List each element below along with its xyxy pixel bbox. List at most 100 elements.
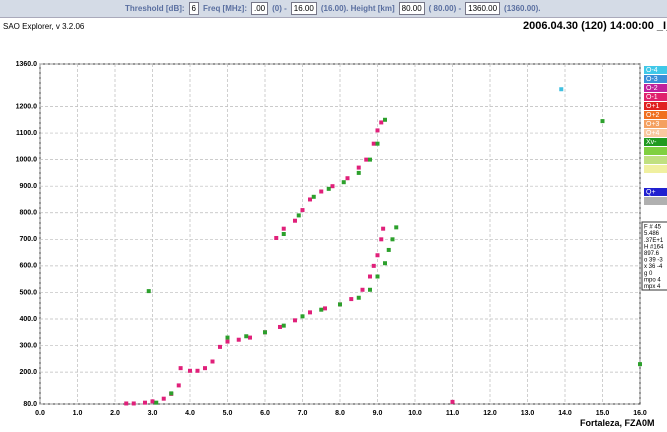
echo-point bbox=[326, 186, 331, 191]
info-line: o 39 -3 bbox=[644, 258, 663, 264]
echo-point bbox=[383, 261, 387, 266]
echo-point bbox=[225, 335, 230, 340]
x-tick-label: 11.0 bbox=[446, 410, 459, 417]
echo-point bbox=[300, 208, 305, 213]
x-tick-label: 0.0 bbox=[35, 410, 45, 417]
x-tick-label: 14.0 bbox=[558, 410, 572, 417]
echo-point bbox=[600, 119, 605, 124]
legend-swatch bbox=[644, 138, 667, 146]
legend-label: Xv- bbox=[646, 139, 657, 146]
y-tick-label: 300.0 bbox=[19, 342, 37, 349]
y-tick-label: 200.0 bbox=[19, 369, 37, 376]
input[interactable]: 80.00 bbox=[398, 2, 425, 15]
legend-swatch bbox=[644, 66, 667, 74]
x-tick-label: 4.0 bbox=[185, 410, 195, 417]
echo-point bbox=[559, 87, 564, 92]
echo-point bbox=[244, 334, 249, 339]
echo-point bbox=[188, 368, 192, 373]
legend-label: O+1 bbox=[646, 103, 660, 110]
echo-point bbox=[371, 263, 376, 268]
echo-point bbox=[364, 157, 369, 162]
label: Threshold [dB]: bbox=[125, 4, 185, 13]
echo-point bbox=[390, 237, 395, 242]
info-line: x 36 -4 bbox=[644, 264, 663, 270]
echo-point bbox=[195, 368, 200, 373]
legend-label: O+2 bbox=[646, 112, 660, 119]
label: Freq [MHz]: bbox=[203, 4, 247, 13]
legend-label: O-2 bbox=[646, 85, 658, 92]
legend-label: O+4 bbox=[646, 130, 660, 137]
legend-swatch bbox=[644, 93, 667, 101]
echo-point bbox=[263, 330, 267, 335]
label: ( 80.00) - bbox=[428, 4, 462, 13]
echo-point bbox=[293, 318, 297, 323]
input[interactable]: 1360.00 bbox=[465, 2, 501, 15]
echo-point bbox=[386, 247, 391, 252]
echo-point bbox=[379, 237, 384, 242]
echo-point bbox=[345, 176, 350, 181]
legend-swatch bbox=[644, 188, 667, 196]
echo-point bbox=[293, 218, 297, 223]
echo-point bbox=[323, 306, 327, 311]
echo-point bbox=[210, 359, 215, 364]
y-tick-label: 1200.0 bbox=[16, 103, 38, 110]
legend-swatch bbox=[644, 102, 667, 110]
echo-point bbox=[349, 297, 354, 302]
echo-point bbox=[203, 366, 207, 371]
echo-point bbox=[278, 324, 282, 329]
echo-point bbox=[375, 253, 380, 258]
y-tick-label: 700.0 bbox=[19, 236, 37, 243]
echo-point bbox=[375, 274, 380, 279]
y-tick-label: 400.0 bbox=[19, 316, 37, 323]
legend-swatch bbox=[644, 165, 667, 173]
x-tick-label: 7.0 bbox=[298, 410, 308, 417]
legend-swatch bbox=[644, 129, 667, 137]
label: (1360.00). bbox=[504, 4, 541, 13]
input[interactable]: 6 bbox=[188, 2, 199, 15]
info-line: g 0 bbox=[644, 271, 653, 277]
legend-label: O+3 bbox=[646, 121, 660, 128]
echo-point bbox=[311, 194, 316, 199]
echo-point bbox=[176, 383, 181, 388]
echo-point bbox=[356, 165, 361, 170]
echo-point bbox=[360, 287, 365, 292]
legend-label: O-1 bbox=[646, 94, 658, 101]
echo-point bbox=[330, 184, 335, 189]
legend-swatch bbox=[644, 156, 667, 164]
legend-swatch bbox=[644, 84, 667, 92]
echo-point bbox=[368, 287, 372, 292]
echo-point bbox=[450, 399, 455, 404]
info-line: .37E+1 bbox=[644, 238, 664, 244]
echo-point bbox=[154, 400, 159, 405]
x-tick-label: 9.0 bbox=[373, 410, 383, 417]
echo-point bbox=[161, 396, 166, 401]
echo-point bbox=[248, 335, 252, 340]
y-tick-label: 80.0 bbox=[23, 401, 37, 408]
echo-point bbox=[379, 120, 384, 125]
echo-point bbox=[308, 310, 312, 315]
info-line: mpx 4 bbox=[644, 284, 661, 290]
info-line: F # 45 bbox=[644, 225, 662, 231]
x-tick-label: 3.0 bbox=[148, 410, 158, 417]
echo-point bbox=[169, 391, 174, 396]
echo-point bbox=[300, 314, 305, 319]
y-tick-label: 500.0 bbox=[19, 289, 37, 296]
legend-swatch bbox=[644, 197, 667, 205]
echo-point bbox=[368, 157, 372, 162]
input[interactable]: 16.00 bbox=[290, 2, 317, 15]
y-tick-label: 600.0 bbox=[19, 263, 37, 270]
info-line: 897.6 bbox=[644, 251, 660, 257]
echo-point bbox=[296, 213, 301, 218]
x-tick-label: 6.0 bbox=[260, 410, 270, 417]
x-tick-label: 13.0 bbox=[521, 410, 535, 417]
echo-point bbox=[394, 225, 399, 230]
echo-point bbox=[146, 289, 151, 294]
echo-point bbox=[150, 399, 155, 404]
echo-point bbox=[236, 337, 241, 342]
toolbar: Threshold [dB]: 6 Freq [MHz]: .00 (0) - … bbox=[0, 0, 667, 18]
echo-point bbox=[225, 339, 230, 344]
input[interactable]: .00 bbox=[251, 2, 269, 15]
info-line: mpo 4 bbox=[644, 277, 661, 283]
